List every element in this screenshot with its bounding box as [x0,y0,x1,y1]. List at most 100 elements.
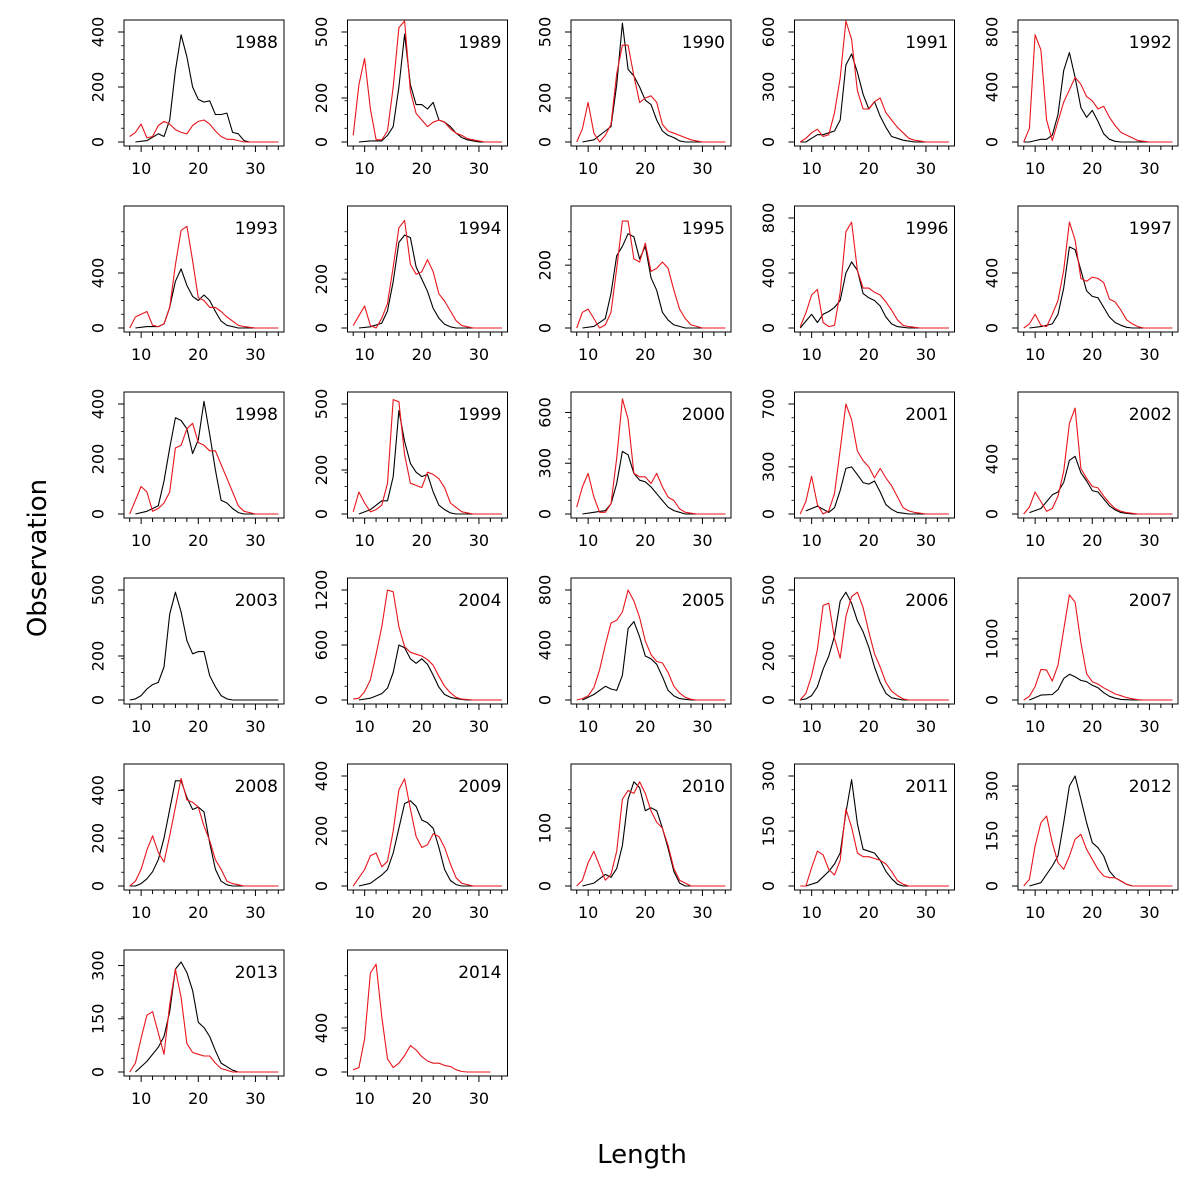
y-tick-label: 200 [312,264,331,295]
x-tick-label: 20 [859,903,879,922]
y-tick-label: 100 [536,813,555,844]
panel-title: 1988 [235,33,278,53]
panel-1990: 10 20 30 0 200 500 1990 [536,17,732,178]
y-tick-label: 300 [89,950,108,981]
y-tick-label: 0 [536,509,555,519]
x-tick-label: 10 [1025,717,1045,736]
x-tick-label: 10 [1025,531,1045,550]
x-tick-label: 10 [131,159,151,178]
y-tick-label: 400 [759,258,778,289]
x-tick-label: 20 [412,159,432,178]
y-tick-label: 600 [312,630,331,661]
panel-1996: 10 20 30 0 400 800 1996 [759,203,955,364]
panel-title: 2006 [905,591,948,611]
panel-frame [123,577,285,705]
panel-frame [347,577,508,705]
series-line-red [576,44,726,143]
x-tick-label: 10 [131,531,151,550]
x-tick-label: 20 [1082,159,1102,178]
y-tick-label: 0 [983,695,1002,705]
y-tick-label: 200 [536,83,555,114]
x-tick-label: 10 [354,1089,374,1108]
y-tick-label: 0 [89,1067,108,1077]
panel-2006: 10 20 30 0 200 500 2006 [759,575,955,736]
panel-frame [347,949,508,1077]
y-tick-label: 200 [89,444,108,475]
y-tick-label: 150 [983,821,1002,852]
y-tick-label: 500 [312,17,331,48]
x-tick-label: 20 [859,345,879,364]
x-tick-label: 30 [469,345,489,364]
panel-title: 2001 [905,405,948,425]
series-line-black [358,234,502,329]
x-tick-label: 10 [578,717,598,736]
panel-title: 1995 [682,219,725,239]
x-tick-label: 10 [354,345,374,364]
series-line-black [582,450,726,515]
x-tick-label: 30 [1139,531,1159,550]
panel-1993: 10 20 30 0 400 1993 [89,205,285,364]
x-tick-label: 10 [578,903,598,922]
panel-2004: 10 20 30 0 600 1200 2004 [312,570,508,736]
y-tick-label: 400 [983,444,1002,475]
panel-title: 2007 [1129,591,1172,611]
panel-title: 2012 [1129,777,1172,797]
x-tick-label: 20 [188,345,208,364]
x-tick-label: 10 [1025,345,1045,364]
x-tick-label: 30 [916,903,936,922]
x-tick-label: 30 [469,717,489,736]
y-tick-label: 1000 [983,619,1002,660]
x-tick-label: 30 [692,531,712,550]
x-tick-label: 20 [1082,531,1102,550]
panel-frame [123,391,285,519]
x-tick-label: 20 [412,717,432,736]
x-tick-label: 30 [916,159,936,178]
y-tick-label: 0 [312,509,331,519]
panel-2010: 10 20 30 0 100 2010 [536,763,732,922]
y-tick-label: 500 [312,389,331,420]
x-tick-label: 10 [801,531,821,550]
y-tick-label: 200 [759,641,778,672]
x-tick-label: 20 [412,903,432,922]
y-tick-label: 0 [89,323,108,333]
x-tick-label: 10 [578,531,598,550]
panel-frame [347,19,508,147]
panel-title: 1998 [235,405,278,425]
panel-frame [570,205,732,333]
x-tick-label: 30 [916,345,936,364]
x-tick-label: 10 [131,717,151,736]
panel-1995: 10 20 30 0 200 1995 [536,205,732,364]
y-tick-label: 800 [759,203,778,234]
panel-title: 2003 [235,591,278,611]
y-tick-label: 0 [312,137,331,147]
y-tick-label: 300 [759,761,778,792]
y-tick-label: 600 [759,17,778,48]
series-line-red [129,119,279,143]
panel-1994: 10 20 30 0 200 1994 [312,205,508,364]
x-tick-label: 20 [188,903,208,922]
panel-frame [570,391,732,519]
panel-frame [123,949,285,1077]
panel-1998: 10 20 30 0 200 400 1998 [89,389,285,550]
x-tick-label: 10 [131,1089,151,1108]
series-line-black [358,800,502,887]
x-tick-label: 20 [1082,345,1102,364]
x-tick-label: 20 [412,1089,432,1108]
x-tick-label: 10 [1025,159,1045,178]
series-line-red [129,968,279,1073]
y-tick-label: 200 [536,250,555,281]
y-tick-label: 0 [536,323,555,333]
panel-title: 1989 [458,33,501,53]
panel-frame [1017,205,1179,333]
x-tick-label: 10 [801,717,821,736]
y-tick-label: 800 [983,17,1002,48]
panel-2007: 10 20 30 0 1000 2007 [983,577,1179,736]
x-tick-label: 10 [354,159,374,178]
panel-frame [347,205,508,333]
panel-frame [1017,577,1179,705]
y-tick-label: 500 [89,575,108,606]
x-tick-label: 10 [131,903,151,922]
